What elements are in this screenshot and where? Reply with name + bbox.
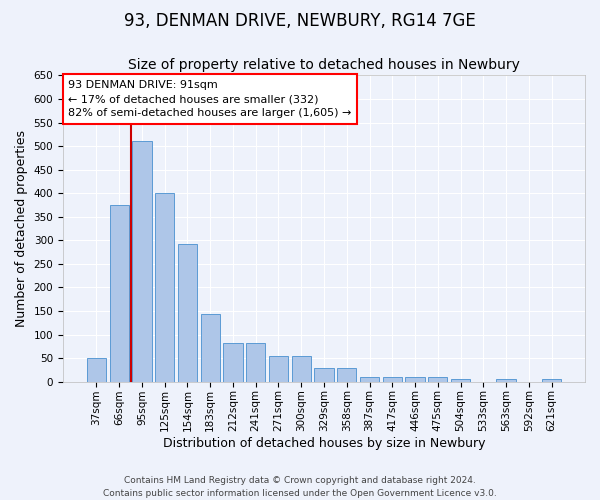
- Bar: [132, 142, 152, 382]
- Y-axis label: Number of detached properties: Number of detached properties: [15, 130, 28, 327]
- Text: Contains HM Land Registry data © Crown copyright and database right 2024.
Contai: Contains HM Land Registry data © Crown c…: [103, 476, 497, 498]
- Bar: [246, 343, 265, 382]
- Bar: [428, 377, 448, 382]
- Bar: [383, 377, 402, 382]
- Bar: [155, 193, 175, 382]
- Bar: [292, 356, 311, 382]
- Bar: [360, 377, 379, 382]
- Bar: [406, 377, 425, 382]
- Bar: [496, 380, 516, 382]
- Text: 93, DENMAN DRIVE, NEWBURY, RG14 7GE: 93, DENMAN DRIVE, NEWBURY, RG14 7GE: [124, 12, 476, 30]
- Bar: [200, 314, 220, 382]
- Bar: [269, 356, 288, 382]
- Text: 93 DENMAN DRIVE: 91sqm
← 17% of detached houses are smaller (332)
82% of semi-de: 93 DENMAN DRIVE: 91sqm ← 17% of detached…: [68, 80, 352, 118]
- Bar: [87, 358, 106, 382]
- Bar: [314, 368, 334, 382]
- Bar: [178, 244, 197, 382]
- Title: Size of property relative to detached houses in Newbury: Size of property relative to detached ho…: [128, 58, 520, 71]
- Bar: [223, 343, 242, 382]
- Bar: [542, 380, 561, 382]
- Bar: [110, 205, 129, 382]
- Bar: [451, 380, 470, 382]
- X-axis label: Distribution of detached houses by size in Newbury: Distribution of detached houses by size …: [163, 437, 485, 450]
- Bar: [337, 368, 356, 382]
